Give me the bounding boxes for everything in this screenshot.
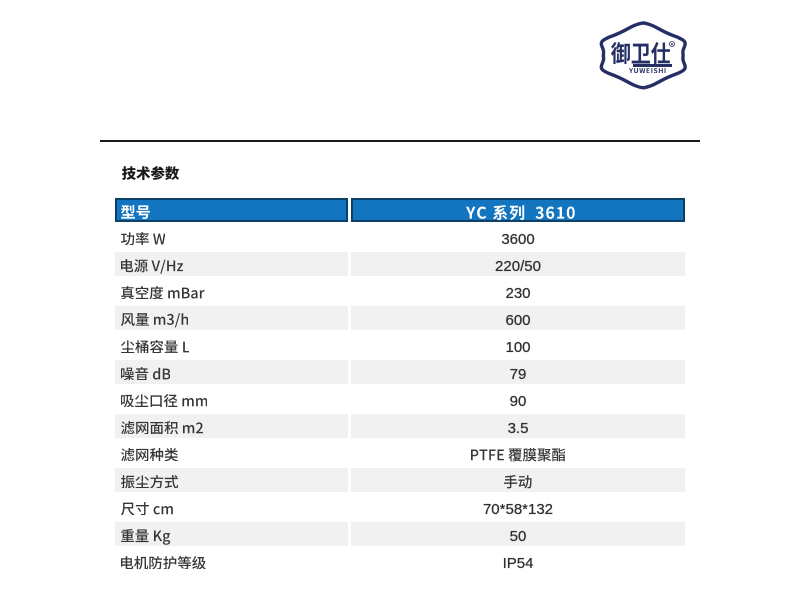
svg-text:R: R (671, 42, 674, 46)
